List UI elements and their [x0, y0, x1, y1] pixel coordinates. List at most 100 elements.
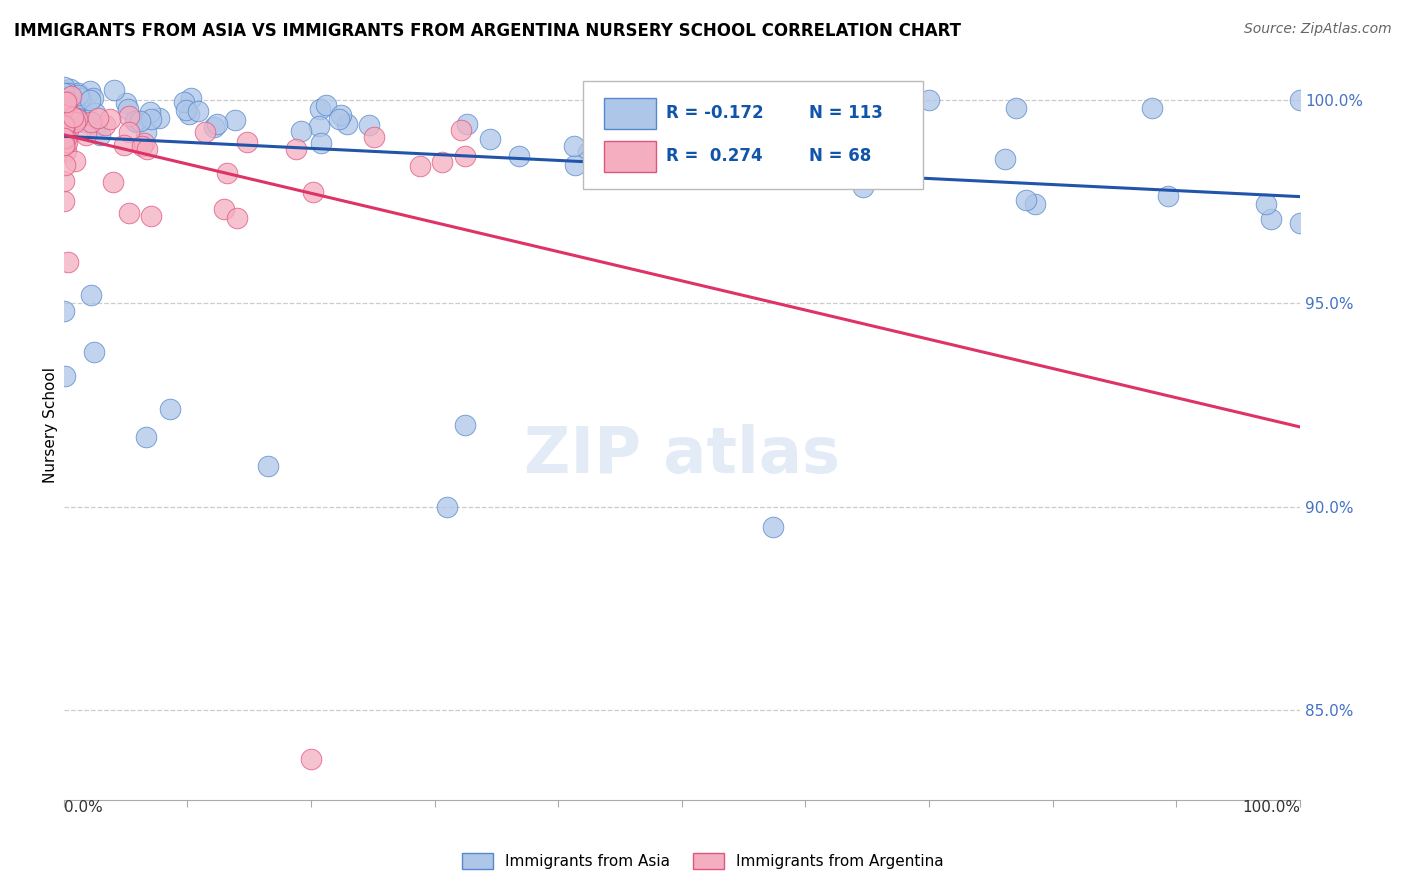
Point — [1288, 216, 1310, 230]
Point — [62, 110, 84, 124]
Point — [82, 91, 104, 105]
Point — [56, 117, 79, 131]
Point — [101, 175, 124, 189]
Point — [141, 209, 163, 223]
Point — [55, 111, 77, 125]
Point — [815, 162, 838, 177]
Point — [224, 113, 246, 128]
Point — [52, 117, 75, 131]
Point — [60, 106, 83, 120]
Point — [52, 90, 75, 104]
Point — [52, 89, 75, 103]
Point — [357, 118, 380, 132]
Point — [818, 93, 841, 107]
Point — [53, 99, 76, 113]
Point — [67, 112, 90, 127]
Point — [83, 344, 105, 359]
Point — [52, 102, 75, 116]
Point — [1015, 194, 1038, 208]
Point — [55, 130, 77, 145]
Point — [118, 206, 141, 220]
Text: R =  0.274: R = 0.274 — [666, 146, 762, 164]
Point — [456, 117, 478, 131]
Point — [735, 166, 758, 180]
Point — [135, 430, 157, 444]
Point — [52, 125, 75, 139]
Point — [63, 115, 86, 129]
Point — [52, 120, 75, 134]
Text: N = 113: N = 113 — [810, 103, 883, 122]
Point — [94, 118, 117, 132]
Point — [450, 123, 472, 137]
Point — [173, 95, 195, 110]
Point — [1289, 93, 1312, 107]
Point — [799, 153, 821, 168]
Point — [53, 100, 76, 114]
FancyBboxPatch shape — [605, 141, 655, 172]
Point — [135, 142, 157, 156]
Point — [52, 87, 75, 101]
Point — [759, 162, 782, 177]
Point — [75, 100, 97, 114]
Point — [52, 131, 75, 145]
Point — [66, 112, 89, 126]
Point — [53, 95, 76, 109]
Point — [453, 418, 475, 433]
Point — [187, 103, 209, 118]
Point — [508, 149, 530, 163]
Point — [56, 94, 79, 108]
Text: N = 68: N = 68 — [810, 146, 872, 164]
Point — [59, 81, 82, 95]
Point — [52, 93, 75, 107]
Point — [852, 180, 875, 194]
Point — [52, 128, 75, 143]
Point — [409, 159, 432, 173]
Point — [52, 130, 75, 145]
Point — [762, 520, 785, 534]
Point — [55, 93, 77, 107]
Point — [55, 101, 77, 115]
Point — [1260, 212, 1282, 227]
Point — [336, 117, 359, 131]
Legend: Immigrants from Asia, Immigrants from Argentina: Immigrants from Asia, Immigrants from Ar… — [457, 847, 949, 875]
Point — [655, 148, 678, 162]
Point — [330, 108, 353, 122]
Point — [235, 135, 257, 149]
Point — [135, 125, 157, 139]
Point — [52, 122, 75, 136]
FancyBboxPatch shape — [583, 80, 922, 189]
Point — [785, 143, 807, 157]
Point — [1004, 101, 1026, 115]
Point — [73, 115, 96, 129]
Point — [131, 139, 153, 153]
Point — [55, 103, 77, 117]
Point — [75, 128, 97, 143]
Point — [1024, 196, 1046, 211]
Point — [1140, 101, 1163, 115]
Point — [56, 106, 79, 120]
Text: R = -0.172: R = -0.172 — [666, 103, 763, 122]
Point — [709, 143, 731, 157]
Point — [205, 117, 228, 131]
Point — [52, 174, 75, 188]
Point — [53, 110, 76, 124]
Point — [118, 109, 141, 123]
Point — [55, 133, 77, 147]
Point — [713, 135, 735, 149]
Point — [134, 136, 156, 151]
Point — [55, 108, 77, 122]
Point — [79, 114, 101, 128]
Point — [177, 107, 200, 121]
Point — [290, 123, 312, 137]
Point — [124, 114, 146, 128]
Point — [79, 83, 101, 97]
Point — [823, 163, 845, 178]
Point — [55, 87, 77, 102]
Point — [52, 103, 75, 117]
Point — [118, 125, 141, 139]
Point — [665, 125, 688, 139]
Point — [53, 92, 76, 106]
Point — [918, 93, 941, 107]
Point — [52, 122, 75, 136]
Point — [56, 123, 79, 137]
